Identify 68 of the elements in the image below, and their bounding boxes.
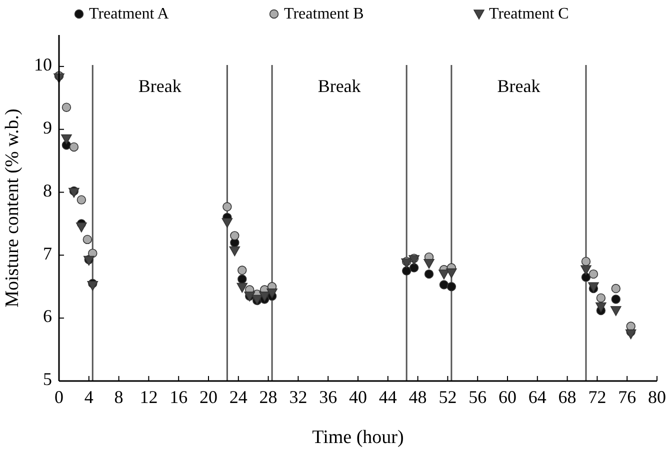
x-tick-label: 32 [289, 387, 308, 407]
x-tick-label: 4 [84, 387, 94, 407]
x-tick-label: 0 [54, 387, 64, 407]
legend-label: Treatment C [489, 6, 569, 23]
x-tick-label: 52 [438, 387, 457, 407]
point [87, 280, 98, 291]
y-tick-label: 10 [34, 54, 52, 75]
x-tick-label: 16 [170, 387, 188, 407]
x-tick-label: 80 [648, 387, 666, 407]
x-tick-label: 44 [378, 387, 397, 407]
point [82, 234, 92, 244]
point [581, 256, 591, 266]
x-tick-label: 36 [319, 387, 338, 407]
point [596, 293, 606, 303]
point [588, 269, 598, 279]
y-tick-label: 5 [43, 369, 52, 390]
x-axis-title: Time (hour) [312, 427, 404, 448]
point [61, 134, 72, 144]
x-tick-label: 48 [408, 387, 427, 407]
point [229, 246, 240, 256]
x-tick-label: 12 [140, 387, 158, 407]
x-tick-label: 8 [114, 387, 124, 407]
point [611, 294, 620, 304]
point [596, 302, 606, 312]
x-tick-label: 40 [349, 387, 367, 407]
x-tick-label: 28 [259, 387, 278, 407]
annotation: Break [318, 76, 361, 96]
y-tick-label: 9 [43, 117, 52, 138]
annotation: Break [497, 76, 540, 96]
x-tick-label: 72 [588, 387, 606, 407]
point [610, 306, 622, 316]
point [76, 195, 86, 204]
y-tick-label: 7 [43, 243, 52, 264]
point [424, 258, 434, 269]
point [446, 282, 456, 292]
y-tick-label: 6 [43, 306, 52, 326]
legend-label: Treatment B [284, 6, 364, 23]
point [611, 284, 620, 294]
point [230, 231, 240, 240]
x-tick-label: 24 [229, 387, 248, 407]
point [238, 274, 247, 284]
x-tick-label: 60 [498, 387, 516, 407]
point [266, 288, 278, 298]
point [438, 270, 450, 280]
point [222, 218, 233, 228]
point [69, 142, 79, 152]
point [238, 266, 247, 275]
x-tick-label: 56 [468, 387, 487, 407]
annotation: Break [138, 76, 182, 96]
point [625, 329, 636, 340]
point [446, 268, 457, 278]
point [222, 202, 232, 212]
point [424, 269, 434, 279]
point [236, 282, 248, 293]
point [259, 292, 270, 302]
x-tick-label: 20 [200, 387, 218, 407]
x-tick-label: 68 [558, 387, 576, 407]
point [76, 222, 87, 232]
point [402, 266, 412, 276]
point [409, 263, 419, 272]
point [439, 280, 449, 290]
y-axis-title: Moisture content (% w.b.) [2, 108, 23, 308]
x-tick-label: 64 [528, 387, 546, 407]
point [580, 265, 592, 276]
point [62, 102, 72, 112]
legend-label: Treatment A [89, 6, 170, 23]
x-tick-label: 76 [618, 387, 636, 407]
y-tick-label: 8 [43, 180, 52, 200]
